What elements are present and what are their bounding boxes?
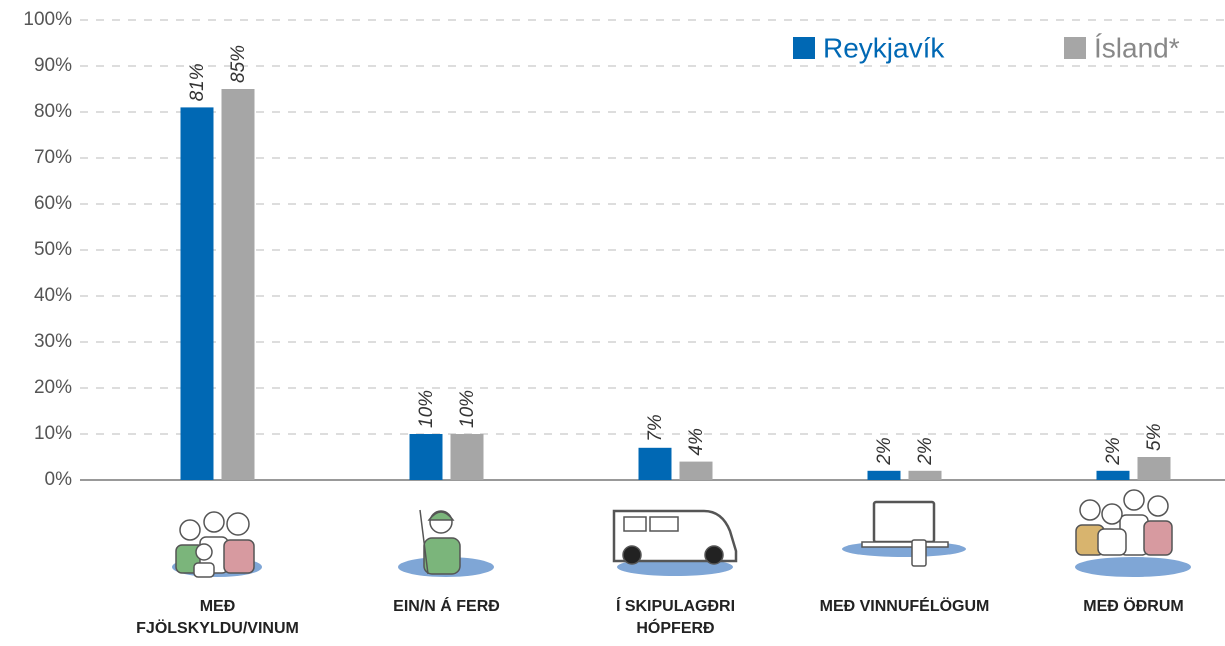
page: 0% 10% 20% 30% 40% 50% 60% 70% 80% 90% 100% 81% 85% 1…: [0, 0, 1225, 646]
x-tick-label: MEÐ VINNUFÉLÖGUM: [820, 596, 990, 618]
value-label: 2%: [915, 437, 936, 466]
y-tick-label: 40%: [34, 285, 72, 306]
value-label: 4%: [686, 428, 707, 456]
y-tick-label: 70%: [34, 147, 72, 168]
bar: [909, 471, 942, 480]
y-tick-label: 50%: [34, 239, 72, 260]
y-tick-label: 60%: [34, 193, 72, 214]
x-tick-label: MEÐ FJÖLSKYLDU/VINUM: [133, 596, 303, 640]
value-label: 10%: [457, 390, 478, 428]
bar: [222, 89, 255, 480]
y-tick-label: 80%: [34, 101, 72, 122]
value-label: 2%: [874, 437, 895, 466]
value-label: 5%: [1144, 423, 1165, 451]
bar: [410, 434, 443, 480]
value-label: 81%: [187, 63, 208, 101]
chart: 0% 10% 20% 30% 40% 50% 60% 70% 80% 90% 100% 81% 85% 1…: [0, 0, 1225, 646]
value-label: 2%: [1103, 437, 1124, 466]
icons: [172, 490, 1191, 577]
x-tick-label: EIN/N Á FERÐ: [362, 596, 532, 618]
y-tick-label: 90%: [34, 55, 72, 76]
bar: [1138, 457, 1171, 480]
value-label: 85%: [228, 45, 249, 83]
bar: [451, 434, 484, 480]
y-tick-label: 30%: [34, 331, 72, 352]
value-label: 10%: [416, 390, 437, 428]
legend-swatch: [1064, 37, 1086, 59]
y-tick-label: 10%: [34, 423, 72, 444]
bar: [639, 448, 672, 480]
bar: [868, 471, 901, 480]
x-tick-label: Í SKIPULAGÐRI HÓPFERÐ: [591, 596, 761, 640]
legend-label: Reykjavík: [823, 32, 945, 63]
bar: [680, 462, 713, 480]
x-tick-label: MEÐ ÖÐRUM: [1049, 596, 1219, 618]
y-tick-label: 100%: [23, 9, 72, 30]
bar: [181, 107, 214, 480]
legend-label: Ísland*: [1094, 32, 1180, 63]
value-label: 7%: [645, 414, 666, 442]
bar: [1097, 471, 1130, 480]
y-tick-label: 0%: [45, 469, 73, 490]
legend-swatch: [793, 37, 815, 59]
y-tick-label: 20%: [34, 377, 72, 398]
